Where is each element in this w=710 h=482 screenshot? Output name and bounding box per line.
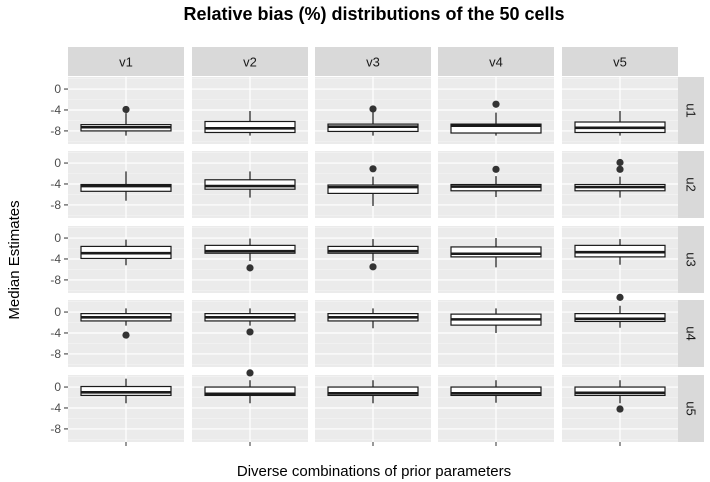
row-strip-label: u2 [684, 177, 699, 191]
row-strip [678, 375, 704, 442]
box [327, 386, 419, 397]
box [80, 183, 172, 192]
y-tick-label: 0 [54, 82, 61, 96]
y-tick-label: 0 [54, 156, 61, 170]
box [574, 313, 666, 323]
row-strip [678, 300, 704, 367]
plot-area: v1 v2 v3 v4 v5 u1 u2 u3 u4 u5 0 -4 -8 0 -4 -8 0 -4 -8 0 -4 -8… [50, 47, 704, 446]
col-strip-label: v3 [366, 55, 380, 70]
outlier-point [616, 293, 624, 301]
row-strip-label: u3 [684, 252, 699, 266]
box [327, 245, 419, 254]
x-axis-title: Diverse combinations of prior parameters [237, 463, 511, 480]
col-strip [315, 47, 431, 76]
box [574, 386, 666, 397]
box [204, 179, 296, 190]
row-strip [678, 226, 704, 293]
y-tick-label: -8 [50, 198, 61, 212]
col-strip-label: v2 [243, 55, 257, 70]
row-strip-label: u1 [684, 103, 699, 117]
y-axis-title: Median Estimates [6, 200, 23, 319]
outlier-point [492, 165, 500, 173]
y-tick-label: -8 [50, 422, 61, 436]
outlier-point [369, 165, 377, 173]
y-tick-label: -8 [50, 124, 61, 138]
col-strip-label: v4 [489, 55, 503, 70]
y-tick-label: 0 [54, 305, 61, 319]
row-strip [678, 77, 704, 144]
box [204, 244, 296, 254]
row-strip-label: u4 [684, 326, 699, 340]
outlier-point [122, 105, 130, 114]
col-strip-label: v1 [119, 55, 133, 70]
col-strip [438, 47, 554, 76]
outlier-point [616, 165, 624, 173]
y-tick-label: -4 [50, 252, 61, 266]
col-strip [68, 47, 184, 76]
box [450, 123, 542, 134]
outlier-point [246, 264, 254, 272]
outlier-point [369, 105, 377, 113]
outlier-point [246, 328, 254, 336]
y-tick-label: 0 [54, 231, 61, 245]
box [450, 386, 542, 397]
chart-title: Relative bias (%) distributions of the 5… [183, 4, 564, 24]
y-tick-label: 0 [54, 380, 61, 394]
box [204, 386, 296, 397]
y-tick-label: -4 [50, 177, 61, 191]
outlier-point [616, 158, 624, 167]
box [80, 385, 172, 397]
col-strip-label: v5 [613, 55, 627, 70]
col-strip [562, 47, 678, 76]
y-tick-label: -4 [50, 401, 61, 415]
box [450, 246, 542, 258]
y-tick-label: -8 [50, 273, 61, 287]
box [327, 184, 419, 194]
outlier-point [492, 100, 500, 108]
row-strip [678, 151, 704, 218]
box [204, 120, 296, 134]
outlier-point [246, 369, 254, 377]
outlier-point [616, 405, 624, 413]
row-strip-label: u5 [684, 401, 699, 415]
col-strip [192, 47, 308, 76]
y-tick-label: -4 [50, 103, 61, 117]
outlier-point [369, 263, 377, 271]
y-tick-label: -8 [50, 347, 61, 361]
outlier-point [122, 331, 130, 339]
y-tick-label: -4 [50, 326, 61, 340]
